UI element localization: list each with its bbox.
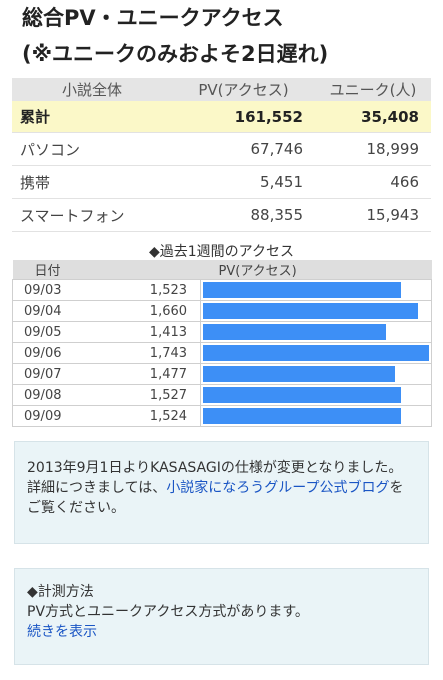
summary-row-pc: パソコン 67,746 18,999 [12,132,431,166]
weekly-pv-value: 1,413 [72,321,202,343]
kasasagi-notice: 2013年9月1日よりKASASAGIの仕様が変更となりました。 詳細につきまし… [14,441,429,544]
row-unique: 15,943 [315,198,431,232]
row-pv: 5,451 [172,165,315,199]
summary-header-row: 小説全体 PV(アクセス) ユニーク(人) [12,78,431,101]
header-date: 日付 [12,260,201,280]
summary-row-total: 累計 161,552 35,408 [12,101,431,133]
row-label: 携帯 [12,165,172,199]
weekly-pv-value: 1,743 [72,342,202,364]
weekly-pv-value: 1,660 [72,300,202,322]
weekly-header-row: 日付 PV(アクセス) [12,260,432,280]
title-line-1: 総合PV・ユニークアクセス [22,6,284,30]
row-unique: 35,408 [315,101,431,133]
weekly-row: 09/09 1,524 [12,405,433,427]
row-pv: 161,552 [172,101,315,133]
weekly-pv-bar [203,366,395,382]
summary-row-smartphone: スマートフォン 88,355 15,943 [12,198,431,232]
weekly-row: 09/03 1,523 [12,279,433,301]
summary-row-mobile: 携帯 5,451 466 [12,165,431,199]
weekly-pv-value: 1,523 [72,279,202,301]
weekly-date: 09/05 [12,321,73,343]
row-pv: 67,746 [172,132,315,166]
notice-text: 2013年9月1日よりKASASAGIの仕様が変更となりました。 [27,460,403,476]
weekly-pv-bar [203,324,387,340]
notice-detail-suffix: をご覧ください。 [27,480,404,516]
weekly-pv-value: 1,527 [72,384,202,406]
method-text: PV方式とユニークアクセス方式があります。 [27,604,309,620]
weekly-date: 09/08 [12,384,73,406]
weekly-access-table: 日付 PV(アクセス) 09/03 1,523 09/04 1,660 09/05 1,4… [12,260,433,427]
weekly-pv-value: 1,477 [72,363,202,385]
weekly-date: 09/04 [12,300,73,322]
weekly-pv-bar [203,387,402,403]
weekly-bar-cell [200,405,433,427]
notice-detail-text: 詳細につきましては、 [27,480,167,496]
official-blog-link[interactable]: 小説家になろうグループ公式ブログ [166,480,390,496]
show-more-link[interactable]: 続きを表示 [27,624,97,640]
weekly-bar-cell [200,384,433,406]
weekly-pv-bar [203,303,419,319]
header-pv: PV(アクセス) [200,260,432,280]
weekly-bar-cell [200,279,433,301]
weekly-bar-cell [200,342,433,364]
weekly-bar-cell [200,300,433,322]
row-label: 累計 [12,101,172,133]
header-unique: ユニーク(人) [315,78,431,101]
weekly-bar-cell [200,321,433,343]
row-pv: 88,355 [172,198,315,232]
weekly-date: 09/07 [12,363,73,385]
title-line-2: (※ユニークのみおよそ2日遅れ) [22,42,329,66]
row-label: パソコン [12,132,172,166]
weekly-row: 09/07 1,477 [12,363,433,385]
weekly-pv-bar [203,282,401,298]
measurement-method-box: ◆計測方法 PV方式とユニークアクセス方式があります。 続きを表示 [14,568,429,665]
weekly-row: 09/04 1,660 [12,300,433,322]
header-novel-total: 小説全体 [12,78,172,101]
method-heading: ◆計測方法 [27,584,94,600]
page-title: 総合PV・ユニークアクセス (※ユニークのみおよそ2日遅れ) [22,0,437,72]
weekly-row: 09/06 1,743 [12,342,433,364]
weekly-date: 09/03 [12,279,73,301]
row-unique: 18,999 [315,132,431,166]
weekly-row: 09/05 1,413 [12,321,433,343]
weekly-pv-bar [203,408,401,424]
weekly-date: 09/06 [12,342,73,364]
header-pv: PV(アクセス) [172,78,315,101]
row-unique: 466 [315,165,431,199]
weekly-date: 09/09 [12,405,73,427]
weekly-row: 09/08 1,527 [12,384,433,406]
weekly-access-title: ◆過去1週間のアクセス [149,244,294,260]
weekly-pv-bar [203,345,430,361]
weekly-bar-cell [200,363,433,385]
row-label: スマートフォン [12,198,172,232]
access-summary-table: 小説全体 PV(アクセス) ユニーク(人) 累計 161,552 35,408 … [12,78,431,232]
weekly-pv-value: 1,524 [72,405,202,427]
